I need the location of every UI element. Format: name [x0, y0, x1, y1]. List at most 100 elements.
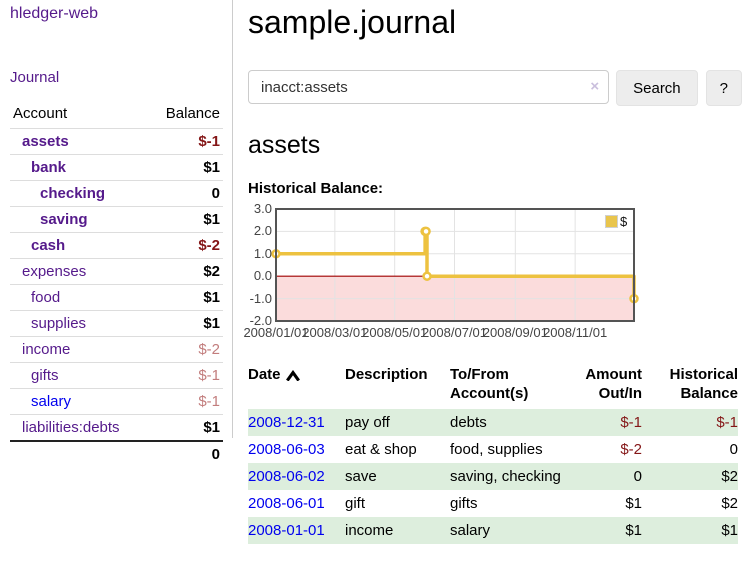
accounts-header-balance: Balance [165, 105, 220, 122]
transaction-date-link[interactable]: 2008-06-01 [248, 495, 325, 512]
account-balance: $-1 [198, 367, 220, 384]
accounts-tree: Account Balance assets $-1 bank $1 check… [10, 102, 223, 467]
transaction-description: gift [345, 495, 366, 512]
legend-label: $ [620, 214, 628, 229]
transaction-description: income [345, 522, 394, 539]
account-link[interactable]: salary [31, 393, 72, 410]
column-header-description: Description [345, 366, 428, 383]
app-brand-label[interactable]: hledger-web [10, 5, 99, 22]
transaction-description: pay off [345, 414, 390, 431]
transaction-amount: $-1 [620, 414, 642, 431]
account-row-checking[interactable]: checking 0 [10, 180, 223, 206]
y-axis-tick-label: 3.0 [253, 201, 272, 216]
account-link[interactable]: cash [31, 237, 66, 254]
journal-link-label[interactable]: Journal [10, 69, 60, 86]
register-row: 2008-06-03 eat & shop food, supplies $-2… [248, 436, 738, 463]
account-balance: $-2 [198, 341, 220, 358]
account-link[interactable]: income [22, 341, 71, 358]
account-balance: $1 [203, 315, 220, 332]
register-table: Date Description To/From Account(s) Amou… [248, 365, 738, 544]
sort-ascending-icon [285, 369, 300, 381]
transaction-date-link[interactable]: 2008-12-31 [248, 414, 325, 431]
account-row-gifts[interactable]: gifts $-1 [10, 362, 223, 388]
transaction-amount: 0 [633, 468, 642, 485]
transaction-date-link[interactable]: 2008-06-02 [248, 468, 325, 485]
account-row-income[interactable]: income $-2 [10, 336, 223, 362]
transaction-balance: $-1 [716, 414, 738, 431]
page-title: sample.journal [248, 4, 457, 40]
transaction-balance: $2 [721, 468, 738, 485]
account-row-food[interactable]: food $1 [10, 284, 223, 310]
legend-swatch-icon [605, 215, 618, 228]
x-axis-tick-label: 2008/07/01 [421, 325, 488, 340]
x-axis-tick-label: 2008/09/01 [482, 325, 548, 340]
account-row-liabilities-debts[interactable]: liabilities:debts $1 [10, 414, 223, 440]
account-row-assets[interactable]: assets $-1 [10, 128, 223, 154]
transaction-accounts: debts [450, 414, 487, 431]
x-axis-tick-label: 2008/11/01 [543, 325, 608, 340]
column-header-amount: Amount Out/In [585, 366, 642, 402]
account-link[interactable]: saving [40, 211, 88, 228]
x-axis-tick-label: 2008/01/01 [243, 325, 309, 340]
register-header-row: Date Description To/From Account(s) Amou… [248, 365, 738, 409]
app-brand-link[interactable]: hledger-web [10, 5, 232, 23]
account-balance: $-1 [198, 133, 220, 150]
account-heading: assets [248, 131, 321, 159]
account-row-bank[interactable]: bank $1 [10, 154, 223, 180]
transaction-balance: $2 [721, 495, 738, 512]
transaction-accounts: salary [450, 522, 491, 539]
account-link[interactable]: assets [22, 133, 69, 150]
account-row-cash[interactable]: cash $-2 [10, 232, 223, 258]
account-balance: $-1 [198, 393, 220, 410]
account-link[interactable]: gifts [31, 367, 59, 384]
y-axis-tick-label: -2.0 [249, 313, 272, 328]
column-header-balance: Historical Balance [669, 366, 738, 402]
balance-chart: $ 2008/01/01 2008/03/01 2008/05/01 2008/07/… [243, 201, 742, 345]
chart-plot [271, 208, 639, 322]
transaction-date-link[interactable]: 2008-06-03 [248, 441, 325, 458]
date-header-label: Date [248, 366, 281, 383]
register-row: 2008-01-01 income salary $1 $1 [248, 517, 738, 544]
sidebar: hledger-web Journal Account Balance asse… [0, 0, 233, 463]
account-link[interactable]: expenses [22, 263, 87, 280]
clear-search-icon[interactable]: × [590, 78, 600, 95]
account-link[interactable]: liabilities:debts [22, 419, 120, 436]
transaction-amount: $-2 [620, 441, 642, 458]
account-row-salary[interactable]: salary $-1 [10, 388, 223, 414]
transaction-balance: 0 [729, 441, 738, 458]
search-help-button[interactable]: ? [705, 70, 742, 106]
account-row-saving[interactable]: saving $1 [10, 206, 223, 232]
transaction-description: eat & shop [345, 441, 417, 458]
account-link[interactable]: food [31, 289, 61, 306]
accounts-header-account: Account [13, 105, 68, 122]
main-content: sample.journal × Search ? assets Histori… [243, 2, 742, 544]
chart-legend: $ [605, 214, 627, 229]
account-link[interactable]: supplies [31, 315, 87, 332]
account-balance: $1 [203, 419, 220, 436]
chart-title: Historical Balance: [248, 180, 384, 197]
account-link[interactable]: bank [31, 159, 67, 176]
transaction-accounts: saving, checking [450, 468, 561, 485]
accounts-header: Account Balance [10, 102, 223, 128]
account-row-expenses[interactable]: expenses $2 [10, 258, 223, 284]
account-balance: $1 [203, 289, 220, 306]
x-axis-tick-label: 2008/03/01 [302, 325, 368, 340]
account-balance: $1 [203, 159, 220, 176]
search-button[interactable]: Search [616, 70, 698, 106]
account-balance: $-2 [198, 237, 220, 254]
register-row: 2008-12-31 pay off debts $-1 $-1 [248, 409, 738, 436]
transaction-date-link[interactable]: 2008-01-01 [248, 522, 325, 539]
sidebar-item-journal[interactable]: Journal [10, 69, 232, 86]
transaction-accounts: gifts [450, 495, 478, 512]
account-balance: 0 [211, 185, 220, 202]
y-axis-tick-label: 0.0 [253, 268, 272, 284]
search-input[interactable] [248, 70, 610, 104]
search-form: × Search ? [248, 70, 742, 106]
register-row: 2008-06-01 gift gifts $1 $2 [248, 490, 738, 517]
y-axis-tick-label: -1.0 [249, 290, 272, 306]
y-axis-tick-label: 1.0 [253, 245, 272, 261]
account-row-supplies[interactable]: supplies $1 [10, 310, 223, 336]
column-header-date[interactable]: Date [248, 365, 345, 409]
account-link[interactable]: checking [40, 185, 106, 202]
transaction-amount: $1 [625, 522, 642, 539]
